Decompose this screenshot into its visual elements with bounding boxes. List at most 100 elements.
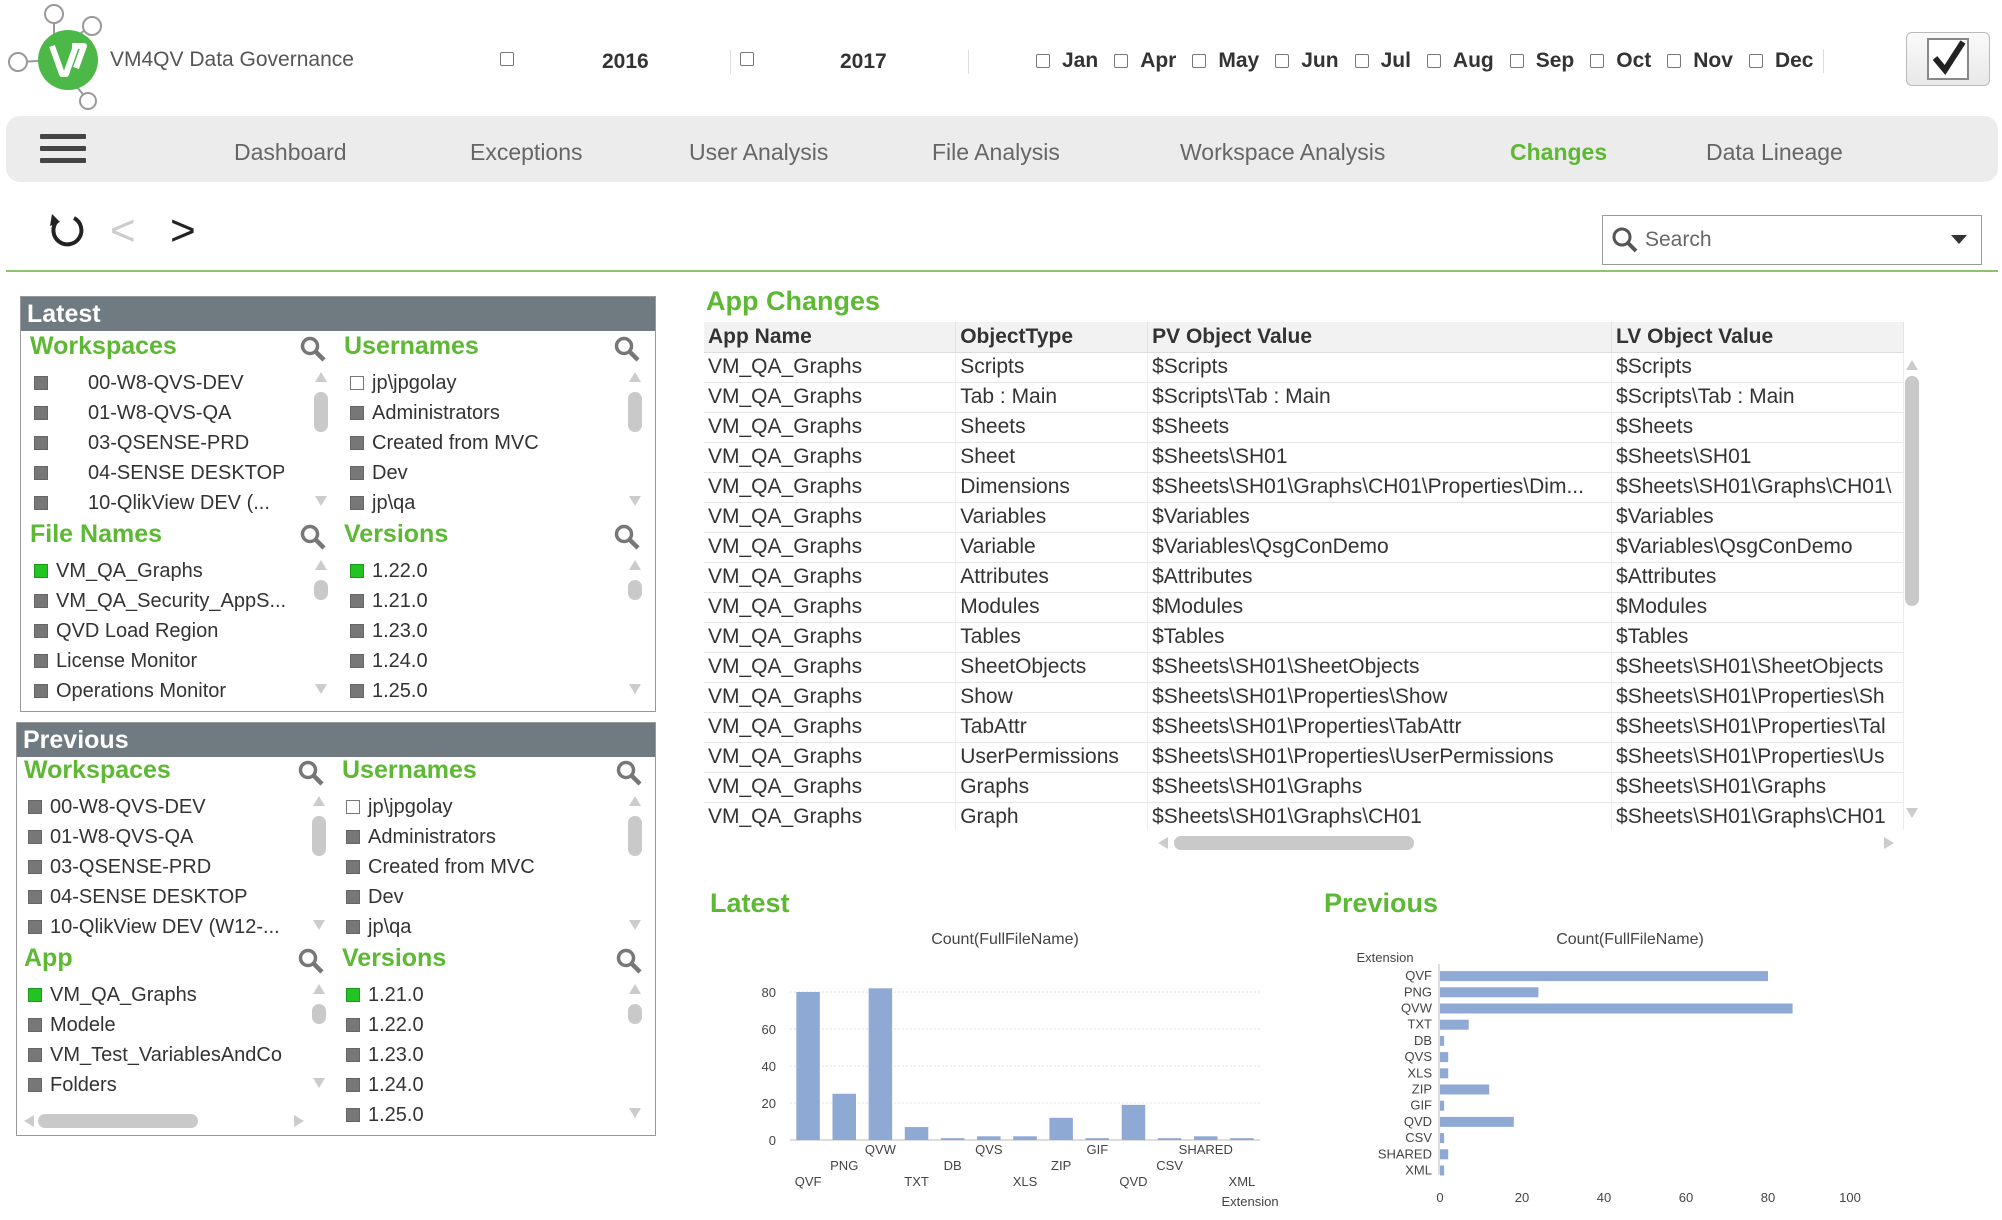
- nav-tab-workspace-analysis[interactable]: Workspace Analysis: [1180, 139, 1386, 165]
- month-checkbox-jan[interactable]: [1036, 54, 1050, 68]
- bar-xml[interactable]: [1440, 1165, 1445, 1176]
- bar-txt[interactable]: [1440, 1019, 1469, 1030]
- year-2016-checkbox[interactable]: [500, 52, 514, 71]
- usernames-list-item[interactable]: Dev: [350, 458, 610, 488]
- bar-csv[interactable]: [1157, 1138, 1182, 1140]
- bar-db[interactable]: [940, 1138, 965, 1140]
- app-list-item[interactable]: VM_Test_VariablesAndCo: [28, 1040, 304, 1070]
- bar-shared[interactable]: [1194, 1136, 1218, 1140]
- table-row[interactable]: VM_QA_Graphs Graphs $Sheets\SH01\Graphs $Sh…: [704, 772, 1904, 803]
- workspaces-list-item[interactable]: 04-SENSE DESKTOP: [28, 882, 304, 912]
- nav-tab-user-analysis[interactable]: User Analysis: [689, 139, 829, 165]
- bar-qvd[interactable]: [1440, 1116, 1514, 1127]
- usernames-list-item[interactable]: jp\jpgolay: [346, 792, 606, 822]
- usernames-list-item[interactable]: Created from MVC: [346, 852, 606, 882]
- bar-db[interactable]: [1440, 1035, 1445, 1046]
- month-checkbox-sep[interactable]: [1509, 54, 1524, 68]
- listbox-scrollbar[interactable]: [314, 372, 328, 506]
- versions-list-item[interactable]: 1.23.0: [350, 616, 610, 646]
- nav-tab-changes[interactable]: Changes: [1510, 139, 1608, 165]
- nav-tab-data-lineage[interactable]: Data Lineage: [1706, 139, 1843, 165]
- versions-list-item[interactable]: 1.22.0: [346, 1010, 606, 1040]
- month-checkbox-apr[interactable]: [1114, 54, 1129, 68]
- workspaces-list-item[interactable]: 01-W8-QVS-QA: [34, 398, 284, 428]
- month-checkbox-may[interactable]: [1192, 54, 1207, 68]
- bar-zip[interactable]: [1440, 1084, 1490, 1095]
- listbox-scrollbar[interactable]: [628, 372, 642, 506]
- bar-zip[interactable]: [1049, 1117, 1073, 1140]
- versions-list-item[interactable]: 1.21.0: [346, 980, 606, 1010]
- app-list-item[interactable]: Folders: [28, 1070, 304, 1100]
- search-icon[interactable]: [614, 524, 640, 550]
- workspaces-list-item[interactable]: 00-W8-QVS-DEV: [28, 792, 304, 822]
- year-2017-checkbox[interactable]: [740, 52, 754, 71]
- search-icon[interactable]: [298, 948, 324, 974]
- dropdown-caret-icon[interactable]: [1951, 235, 1967, 244]
- workspaces-list-item[interactable]: 03-QSENSE-PRD: [34, 428, 284, 458]
- table-row[interactable]: VM_QA_Graphs Scripts $Scripts $Scripts: [704, 352, 1904, 383]
- nav-tab-dashboard[interactable]: Dashboard: [234, 139, 347, 165]
- listbox-horizontal-scrollbar[interactable]: [24, 1112, 304, 1130]
- bar-csv[interactable]: [1440, 1133, 1445, 1144]
- month-label-oct[interactable]: Oct: [1616, 49, 1652, 72]
- nav-tab-exceptions[interactable]: Exceptions: [470, 139, 583, 165]
- versions-list-item[interactable]: 1.21.0: [350, 586, 610, 616]
- table-row[interactable]: VM_QA_Graphs Sheets $Sheets $Sheets: [704, 412, 1904, 443]
- usernames-list-item[interactable]: jp\jpgolay: [350, 368, 610, 398]
- table-row[interactable]: VM_QA_Graphs UserPermissions $Sheets\SH01\…: [704, 742, 1904, 773]
- bar-qvw[interactable]: [1440, 1003, 1793, 1014]
- month-label-nov[interactable]: Nov: [1693, 49, 1733, 72]
- back-button[interactable]: <: [110, 206, 136, 255]
- month-label-jun[interactable]: Jun: [1301, 49, 1339, 72]
- month-label-jan[interactable]: Jan: [1062, 49, 1099, 72]
- listbox-scrollbar[interactable]: [312, 796, 326, 930]
- search-icon[interactable]: [616, 948, 642, 974]
- table-row[interactable]: VM_QA_Graphs Variable $Variables\QsgConDem…: [704, 532, 1904, 563]
- table-row[interactable]: VM_QA_Graphs Show $Sheets\SH01\Properties\…: [704, 682, 1904, 713]
- confirm-selection-button[interactable]: [1906, 32, 1990, 86]
- bar-qvw[interactable]: [868, 988, 893, 1140]
- nav-tab-file-analysis[interactable]: File Analysis: [932, 139, 1060, 165]
- versions-list-item[interactable]: 1.22.0: [350, 556, 610, 586]
- versions-list-item[interactable]: 1.24.0: [350, 646, 610, 676]
- workspaces-list-item[interactable]: 10-QlikView DEV (...: [34, 488, 284, 518]
- forward-button[interactable]: >: [170, 206, 196, 255]
- bar-qvf[interactable]: [796, 992, 820, 1140]
- listbox-scrollbar[interactable]: [314, 560, 328, 694]
- search-box[interactable]: Search: [1602, 215, 1982, 265]
- table-row[interactable]: VM_QA_Graphs SheetObjects $Sheets\SH01\She…: [704, 652, 1904, 683]
- search-icon[interactable]: [614, 336, 640, 362]
- table-row[interactable]: VM_QA_Graphs Tables $Tables $Tables: [704, 622, 1904, 653]
- table-vertical-scrollbar[interactable]: [1905, 360, 1919, 820]
- listbox-scrollbar[interactable]: [628, 984, 642, 1118]
- bar-gif[interactable]: [1440, 1100, 1445, 1111]
- table-row[interactable]: VM_QA_Graphs Tab : Main $Scripts\Tab : Mai…: [704, 382, 1904, 413]
- bar-png[interactable]: [832, 1093, 856, 1140]
- app-list-item[interactable]: Modele: [28, 1010, 304, 1040]
- table-row[interactable]: VM_QA_Graphs Attributes $Attributes $Attrib…: [704, 562, 1904, 593]
- month-label-dec[interactable]: Dec: [1774, 49, 1814, 72]
- month-label-aug[interactable]: Aug: [1452, 49, 1494, 72]
- workspaces-list-item[interactable]: 00-W8-QVS-DEV: [34, 368, 284, 398]
- menu-icon[interactable]: [40, 134, 86, 168]
- versions-list-item[interactable]: 1.24.0: [346, 1070, 606, 1100]
- listbox-scrollbar[interactable]: [312, 984, 326, 1088]
- bar-shared[interactable]: [1440, 1149, 1449, 1160]
- file-names-list-item[interactable]: License Monitor: [34, 646, 304, 676]
- versions-list-item[interactable]: 1.25.0: [350, 676, 610, 706]
- reset-icon[interactable]: [44, 208, 88, 252]
- bar-xls[interactable]: [1013, 1136, 1037, 1140]
- file-names-list-item[interactable]: Operations Monitor: [34, 676, 304, 706]
- bar-qvs[interactable]: [1440, 1052, 1449, 1063]
- workspaces-list-item[interactable]: 10-QlikView DEV (W12-...: [28, 912, 304, 942]
- search-icon[interactable]: [298, 760, 324, 786]
- month-checkbox-dec[interactable]: [1748, 54, 1763, 68]
- file-names-list-item[interactable]: QVD Load Region: [34, 616, 304, 646]
- month-checkbox-jun[interactable]: [1275, 54, 1290, 68]
- month-checkbox-oct[interactable]: [1590, 54, 1605, 68]
- year-2016-label[interactable]: 2016: [602, 50, 649, 73]
- bar-xml[interactable]: [1230, 1138, 1254, 1140]
- versions-list-item[interactable]: 1.23.0: [346, 1040, 606, 1070]
- listbox-scrollbar[interactable]: [628, 560, 642, 694]
- versions-list-item[interactable]: 1.25.0: [346, 1100, 606, 1130]
